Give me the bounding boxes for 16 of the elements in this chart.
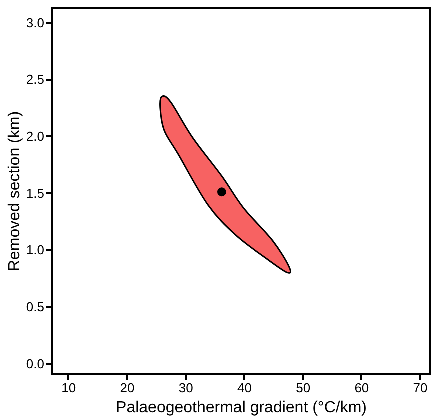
y-tick-label: 2.5 [26,72,44,88]
y-tick-label: 2.0 [26,128,44,144]
y-axis-title: Removed section (km) [6,111,24,272]
x-axis-title: Palaeogeothermal gradient (°C/km) [116,400,367,416]
x-tick-label: 30 [178,380,194,396]
x-tick-label: 60 [354,380,370,396]
x-tick-label: 10 [62,380,76,396]
x-tick-label: 20 [120,380,135,396]
x-tick-label: 50 [296,380,311,396]
y-tick-label: 3.0 [26,15,44,30]
y-tick-label: 1.0 [26,242,44,258]
y-tick-label: 0.5 [26,299,44,314]
y-tick-label: 1.5 [26,186,44,201]
x-tick-label: 40 [237,380,252,396]
x-tick-label: 70 [413,380,428,396]
y-tick-label: 0.0 [26,356,44,372]
